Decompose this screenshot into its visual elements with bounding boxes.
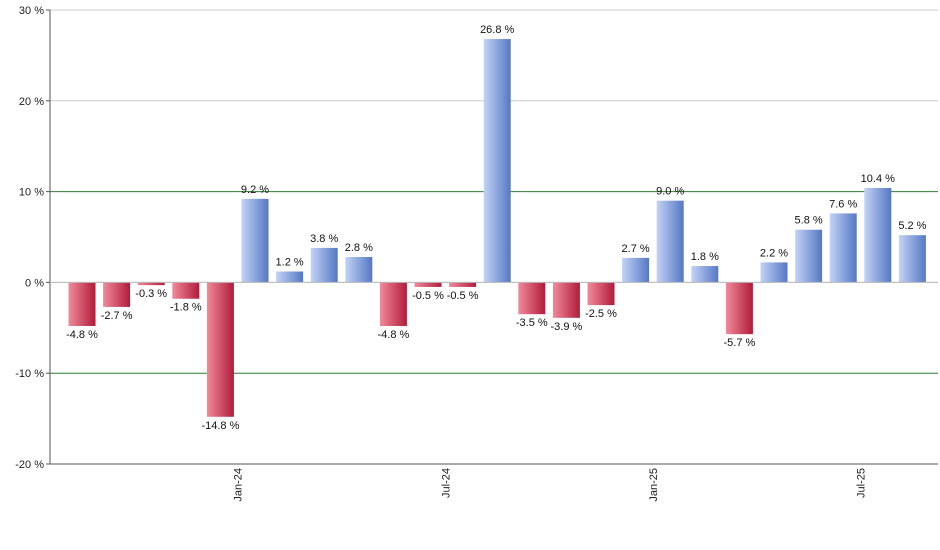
data-label: 5.2 % [898,220,926,232]
bar-negative [587,282,615,306]
bar-negative [206,282,234,417]
bar-positive [483,39,511,283]
data-label: -4.8 % [66,329,98,341]
data-label: 2.8 % [345,242,373,254]
bar-positive [795,229,823,283]
y-tick-label: 30 % [19,5,44,17]
data-label: 7.6 % [829,198,857,210]
data-label: 5.8 % [795,215,823,227]
data-label: 26.8 % [480,24,514,36]
axes [46,9,938,465]
bar-positive [829,213,857,283]
data-label: -0.5 % [447,290,479,302]
x-tick-label: Jan-24 [233,468,245,502]
x-tick-label: Jul-25 [856,468,868,498]
bar-negative [103,282,131,307]
data-label: -1.8 % [170,302,202,314]
data-label: -0.5 % [412,290,444,302]
bar-negative [379,282,407,326]
bars [68,39,926,417]
x-tick-label: Jan-25 [648,468,660,502]
bar-positive [622,257,650,283]
data-label: -14.8 % [201,420,239,432]
data-label: -3.5 % [516,317,548,329]
data-label: 10.4 % [861,173,895,185]
bar-positive [656,200,684,283]
bar-negative [518,282,546,315]
y-tick-label: 0 % [25,277,44,289]
data-label: -5.7 % [724,337,756,349]
bar-positive [691,266,719,283]
data-label: -2.7 % [101,310,133,322]
y-tick-label: 10 % [19,187,44,199]
data-label: 1.8 % [691,251,719,263]
bar-positive [310,247,338,283]
data-label: 2.2 % [760,247,788,259]
bar-negative [414,282,442,287]
bar-positive [760,262,788,283]
bar-negative [137,282,165,286]
data-label: 9.0 % [656,186,684,198]
data-label: 9.2 % [241,184,269,196]
bar-positive [898,235,926,283]
bar-negative [172,282,200,299]
x-tick-label: Jul-24 [440,468,452,498]
data-label: -2.5 % [585,308,617,320]
data-label: -0.3 % [135,288,167,300]
labels: -20 %-10 %0 %10 %20 %30 %-4.8 %-2.7 %-0.… [15,5,926,502]
bar-negative [449,282,477,287]
bar-negative [552,282,580,318]
data-label: 3.8 % [310,233,338,245]
bar-negative [725,282,753,335]
bar-positive [276,271,304,283]
data-label: -3.9 % [551,321,583,333]
y-tick-label: 20 % [19,96,44,108]
y-tick-label: -10 % [15,368,44,380]
data-label: -4.8 % [378,329,410,341]
bar-positive [345,256,373,283]
data-label: 2.7 % [622,243,650,255]
bar-positive [241,198,269,283]
bar-negative [68,282,96,326]
data-label: 1.2 % [276,257,304,269]
y-tick-label: -20 % [15,459,44,471]
bar-positive [864,187,892,283]
